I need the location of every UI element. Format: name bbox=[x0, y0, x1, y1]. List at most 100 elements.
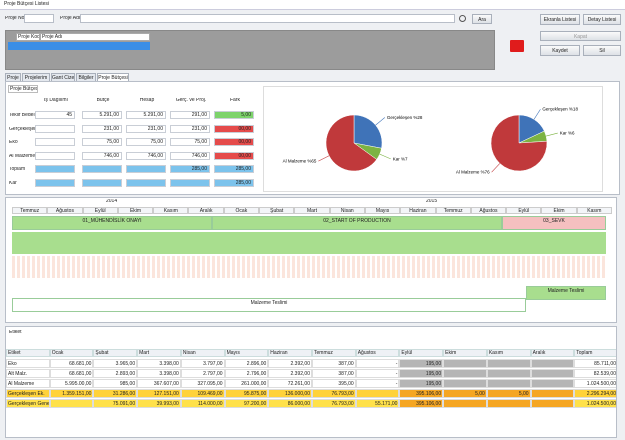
input[interactable] bbox=[80, 14, 455, 23]
button[interactable]: Kaydet bbox=[540, 45, 580, 56]
button[interactable]: Kapat bbox=[540, 31, 621, 41]
cell[interactable]: 5,00 bbox=[214, 111, 254, 119]
table-cell[interactable]: 2.797,00 bbox=[180, 369, 225, 378]
cell[interactable]: 45 bbox=[35, 111, 75, 119]
button[interactable]: Ekranla Listesi bbox=[540, 14, 580, 25]
table-cell[interactable]: 1.024.500,00 bbox=[574, 379, 616, 388]
table-cell[interactable]: 2.296.294,00 bbox=[574, 389, 616, 398]
table-cell[interactable]: Eko bbox=[6, 359, 50, 368]
table-cell[interactable]: 2.796,00 bbox=[224, 369, 269, 378]
table-cell[interactable]: 97.200,00 bbox=[224, 399, 269, 408]
table-cell[interactable]: 68.681,00 bbox=[49, 369, 94, 378]
grid-row-selected[interactable] bbox=[8, 42, 150, 50]
table-cell[interactable] bbox=[443, 359, 487, 368]
table-cell[interactable]: Alt Malz. bbox=[6, 369, 50, 378]
table-cell[interactable]: Al Malzeme bbox=[6, 379, 50, 388]
gantt-task[interactable]: Malzeme Teslimi bbox=[526, 286, 606, 300]
table-cell[interactable]: 76.793,00 bbox=[312, 389, 356, 398]
table-cell[interactable]: 387,00 bbox=[312, 359, 356, 368]
cell[interactable] bbox=[126, 165, 166, 173]
table-cell[interactable]: 5,00 bbox=[443, 389, 487, 398]
table-cell[interactable]: 327.095,00 bbox=[180, 379, 225, 388]
table-cell[interactable] bbox=[486, 399, 531, 408]
table-cell[interactable]: 195,00 bbox=[399, 379, 444, 388]
gantt-task[interactable]: 03_SEVK bbox=[502, 216, 606, 230]
cell[interactable] bbox=[126, 178, 166, 187]
table-cell[interactable]: 72.261,00 bbox=[268, 379, 312, 388]
cell[interactable] bbox=[82, 178, 122, 187]
search-button[interactable]: Ara bbox=[472, 14, 492, 24]
table-cell[interactable]: 3.965,00 bbox=[93, 359, 138, 368]
table-cell[interactable]: 85.711,00 bbox=[574, 359, 616, 368]
tab[interactable]: Proje bbox=[5, 73, 21, 81]
cell[interactable]: 231,00 bbox=[170, 124, 210, 133]
cell[interactable] bbox=[35, 178, 75, 187]
cell[interactable]: 5.291,00 bbox=[126, 111, 166, 119]
cell[interactable]: 00,00 bbox=[214, 124, 254, 133]
table-cell[interactable]: 2.392,00 bbox=[268, 359, 312, 368]
search-icon[interactable] bbox=[459, 15, 466, 22]
cell[interactable]: 231,00 bbox=[82, 124, 122, 133]
table-cell[interactable]: 395,00 bbox=[312, 379, 356, 388]
table-cell[interactable]: 2.392,00 bbox=[268, 369, 312, 378]
table-cell[interactable] bbox=[486, 379, 531, 388]
table-cell[interactable]: 3.398,00 bbox=[137, 369, 181, 378]
input[interactable] bbox=[24, 14, 54, 23]
table-cell[interactable]: - bbox=[355, 359, 400, 368]
table-cell[interactable]: 114.000,00 bbox=[180, 399, 225, 408]
cell[interactable]: 285,00 bbox=[214, 165, 254, 173]
cell[interactable] bbox=[82, 165, 122, 173]
table-cell[interactable] bbox=[443, 399, 487, 408]
cell[interactable] bbox=[35, 138, 75, 146]
cell[interactable] bbox=[35, 165, 75, 173]
table-cell[interactable]: 76.793,00 bbox=[312, 399, 356, 408]
table-cell[interactable] bbox=[530, 379, 575, 388]
table-cell[interactable]: 367.607,00 bbox=[137, 379, 181, 388]
table-cell[interactable] bbox=[355, 389, 400, 398]
cell[interactable]: 231,00 bbox=[126, 124, 166, 133]
table-cell[interactable]: 82.539,00 bbox=[574, 369, 616, 378]
table-cell[interactable]: 2.893,00 bbox=[93, 369, 138, 378]
table-cell[interactable]: 86.000,00 bbox=[268, 399, 312, 408]
table-cell[interactable]: Gerçekleşen Genel bbox=[6, 399, 50, 408]
table-cell[interactable]: 395.106,00 bbox=[399, 399, 444, 408]
cell[interactable]: 285,00 bbox=[170, 165, 210, 173]
table-cell[interactable] bbox=[486, 359, 531, 368]
cell[interactable]: 00,00 bbox=[214, 138, 254, 146]
cell[interactable]: 75,00 bbox=[82, 138, 122, 146]
table-cell[interactable]: - bbox=[355, 369, 400, 378]
table-cell[interactable]: 5.995.00,00 bbox=[49, 379, 94, 388]
table-cell[interactable]: 39.993,00 bbox=[137, 399, 181, 408]
table-cell[interactable]: 195,00 bbox=[399, 359, 444, 368]
table-cell[interactable]: 55.171,00 bbox=[355, 399, 400, 408]
button[interactable]: Detay Listesi bbox=[583, 14, 621, 25]
table-cell[interactable]: 136.000,00 bbox=[268, 389, 312, 398]
cell[interactable]: 746,00 bbox=[126, 151, 166, 160]
table-cell[interactable]: 261.000,00 bbox=[224, 379, 269, 388]
cell[interactable]: 746,00 bbox=[82, 151, 122, 160]
cell[interactable]: 746,00 bbox=[170, 151, 210, 160]
table-cell[interactable]: 3.398,00 bbox=[137, 359, 181, 368]
table-cell[interactable]: 985,00 bbox=[93, 379, 138, 388]
table-cell[interactable]: 1.359.151,00 bbox=[49, 389, 94, 398]
tab[interactable]: Projelerim bbox=[22, 73, 50, 81]
table-cell[interactable]: 1.024.500,00 bbox=[574, 399, 616, 408]
cell[interactable]: 75,00 bbox=[170, 138, 210, 146]
table-cell[interactable] bbox=[49, 399, 94, 408]
table-cell[interactable]: 109.469,00 bbox=[180, 389, 225, 398]
gantt-task[interactable]: 01_MÜHENDİSLİK ONAYI bbox=[12, 216, 212, 230]
table-cell[interactable]: 68.681,00 bbox=[49, 359, 94, 368]
cell[interactable]: 75,00 bbox=[126, 138, 166, 146]
table-cell[interactable] bbox=[530, 399, 575, 408]
table-cell[interactable] bbox=[486, 369, 531, 378]
table-cell[interactable]: 195,00 bbox=[399, 369, 444, 378]
table-cell[interactable]: Gerçekleşen Ek. bbox=[6, 389, 50, 398]
table-cell[interactable]: 2.896,00 bbox=[224, 359, 269, 368]
table-cell[interactable] bbox=[530, 369, 575, 378]
table-cell[interactable] bbox=[530, 359, 575, 368]
cell[interactable]: 291,00 bbox=[170, 111, 210, 119]
cell[interactable]: 285,00 bbox=[214, 178, 254, 187]
cell[interactable] bbox=[35, 151, 75, 160]
cell[interactable] bbox=[170, 178, 210, 187]
cell[interactable] bbox=[35, 124, 75, 133]
